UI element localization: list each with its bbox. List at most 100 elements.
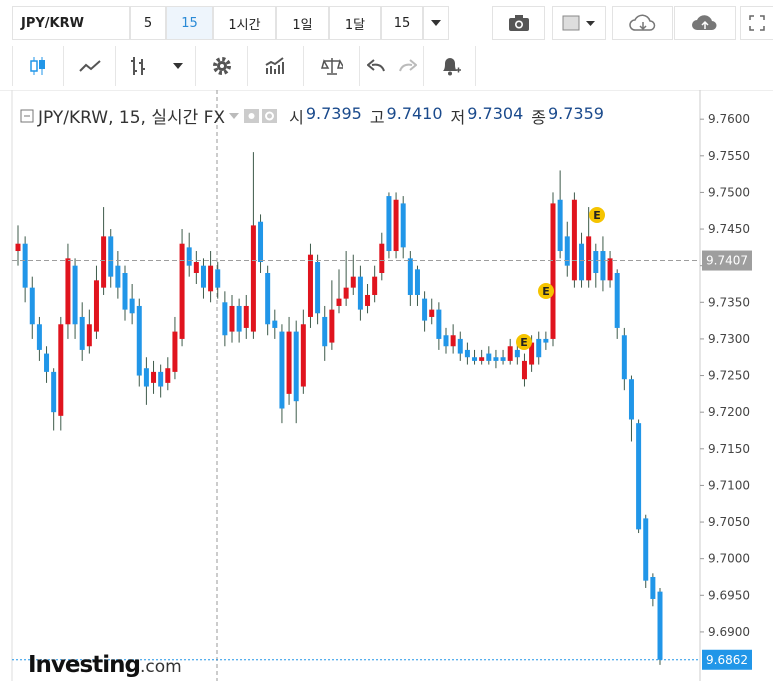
interval-button[interactable]: 5 — [130, 6, 166, 40]
y-tick-label: 9.7600 — [708, 112, 750, 126]
dropdown-button[interactable] — [160, 46, 196, 86]
candle-body — [86, 324, 92, 347]
y-tick-label: 9.6900 — [708, 625, 750, 639]
interval-button[interactable]: 15 — [166, 6, 213, 40]
icon — [398, 59, 417, 72]
candle-body — [293, 331, 299, 402]
icon — [442, 58, 461, 76]
icon — [30, 57, 45, 75]
icon — [320, 58, 343, 75]
ohlc-value: 9.7304 — [467, 103, 524, 123]
ohlc-value: 9.7359 — [547, 103, 604, 123]
icon — [131, 57, 145, 75]
candle-body — [457, 338, 463, 354]
bar-tool[interactable] — [116, 46, 160, 86]
candle-body — [129, 298, 135, 314]
ohlc-key: 고 — [369, 107, 385, 127]
candle-body — [151, 371, 157, 383]
candle-tool[interactable] — [12, 46, 64, 86]
price-tag-label: 9.7407 — [706, 254, 748, 268]
y-tick-label: 9.7350 — [708, 295, 750, 309]
candle-body — [158, 371, 164, 387]
candle-body — [586, 236, 592, 281]
candle-body — [93, 280, 99, 332]
icon — [692, 15, 717, 30]
candle-body — [44, 353, 50, 372]
symbol-box[interactable]: JPY/KRW — [12, 6, 130, 40]
icon — [628, 14, 655, 31]
icon — [78, 60, 101, 72]
candle-body — [400, 203, 406, 248]
camera-button[interactable] — [492, 6, 545, 40]
y-tick-label: 9.7150 — [708, 442, 750, 456]
undo-tool[interactable] — [360, 46, 392, 86]
candle-body — [414, 269, 420, 295]
icon — [212, 57, 231, 75]
indicator-tool[interactable] — [248, 46, 304, 86]
candle-body — [550, 203, 556, 339]
candle-body — [79, 316, 85, 350]
interval-button[interactable]: 1일 — [276, 6, 329, 40]
logo-suffix: .com — [139, 657, 182, 677]
y-tick-label: 9.7000 — [708, 552, 750, 566]
candle-body — [600, 251, 606, 281]
dropdown-button[interactable] — [423, 6, 449, 40]
candle-body — [628, 379, 634, 420]
candle-body — [643, 518, 649, 581]
candle-body — [564, 236, 570, 266]
settings-tool[interactable] — [196, 46, 248, 86]
price-tag — [702, 250, 752, 271]
interval-button[interactable]: 1시간 — [213, 6, 276, 40]
candle-body — [51, 371, 57, 413]
candle-body — [443, 335, 449, 347]
chart: 9.6900 9.6950 9.7000 9.7050 9.7100 9.7150 9.72… — [0, 90, 773, 681]
alert-tool[interactable] — [424, 46, 476, 86]
candle-body — [464, 349, 470, 358]
y-tick-label: 9.7500 — [708, 185, 750, 199]
candle-body — [571, 199, 577, 281]
logo-brand: Investing — [28, 652, 141, 678]
candle-body — [343, 287, 349, 299]
icon — [229, 112, 240, 119]
interval-button[interactable]: 15 — [381, 6, 423, 40]
event-marker — [589, 207, 605, 223]
y-tick-label: 9.7250 — [708, 369, 750, 383]
y-tick-label: 9.7550 — [708, 149, 750, 163]
candle-body — [486, 353, 492, 361]
candle-body — [536, 338, 542, 358]
ohlc-value: 9.7395 — [305, 103, 362, 123]
redo-tool[interactable] — [392, 46, 424, 86]
candle-body — [557, 199, 563, 252]
candle-body — [614, 272, 620, 328]
candle-body — [593, 251, 599, 273]
compare-tool[interactable] — [304, 46, 360, 86]
color-button[interactable] — [552, 6, 606, 40]
candle-body — [336, 298, 342, 306]
candle-body — [386, 196, 392, 252]
line-tool[interactable] — [64, 46, 116, 86]
candle-body — [115, 265, 121, 288]
candle-body — [122, 272, 128, 310]
candle-body — [350, 276, 356, 288]
candle-body — [322, 316, 328, 347]
upload-button[interactable] — [674, 6, 736, 40]
candle-body — [379, 243, 385, 273]
candle-body — [272, 320, 278, 328]
candle-body — [136, 305, 142, 376]
candle-body — [65, 258, 71, 325]
fullscreen-button[interactable] — [740, 6, 773, 40]
candle-body — [514, 349, 520, 358]
candle-body — [472, 357, 478, 361]
candle-body — [265, 272, 271, 325]
collapse-icon — [20, 109, 34, 122]
candle-body — [186, 247, 192, 266]
download-button[interactable] — [612, 6, 673, 40]
interval-button[interactable]: 1달 — [329, 6, 381, 40]
candle-body — [250, 225, 256, 332]
y-tick-label: 9.6950 — [708, 588, 750, 602]
candle-body — [179, 243, 185, 339]
candle-body — [300, 324, 306, 387]
y-tick-label: 9.7300 — [708, 332, 750, 346]
candle-body — [521, 360, 527, 380]
